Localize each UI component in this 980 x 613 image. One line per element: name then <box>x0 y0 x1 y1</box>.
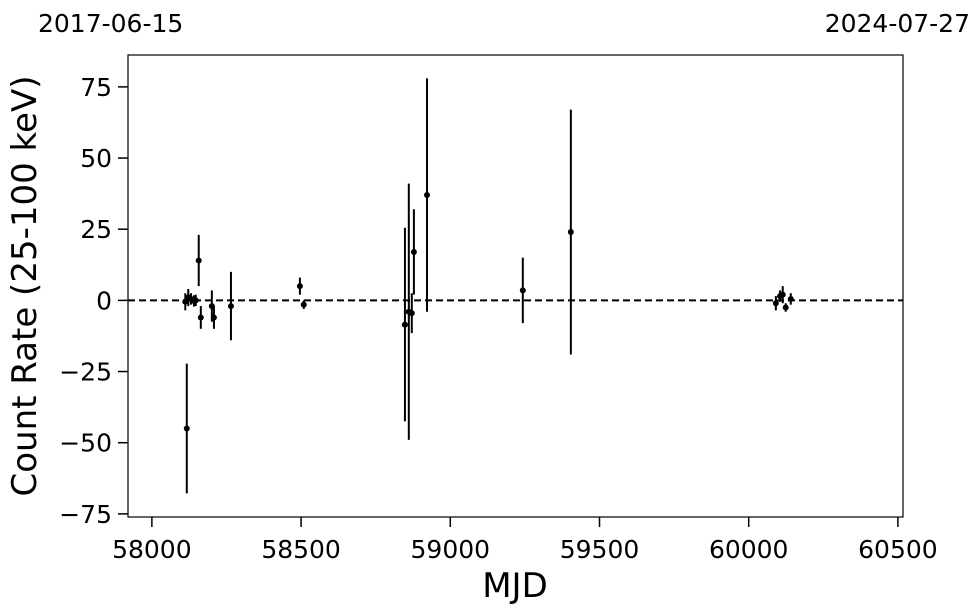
y-tick-label: 25 <box>80 215 112 244</box>
data-point <box>401 321 408 328</box>
y-tick-label: −50 <box>59 429 112 458</box>
data-point <box>300 301 307 308</box>
data-point <box>183 425 190 432</box>
data-point <box>772 300 779 307</box>
top-right-label: 2024-07-27 <box>825 9 970 38</box>
y-tick-label: −25 <box>59 358 112 387</box>
data-point <box>779 291 786 298</box>
data-point <box>519 287 526 294</box>
x-tick-label: 59000 <box>411 535 491 564</box>
data-point <box>567 229 574 236</box>
y-axis-label: Count Rate (25-100 keV) <box>5 76 45 497</box>
data-point <box>296 283 303 290</box>
data-point <box>408 310 415 317</box>
data-point <box>410 248 417 255</box>
y-tick-label: 0 <box>96 286 112 315</box>
y-tick-label: −75 <box>59 500 112 529</box>
y-tick-label: 75 <box>80 73 112 102</box>
plot-frame <box>127 54 904 518</box>
x-tick-label: 58500 <box>261 535 341 564</box>
y-tick-label: 50 <box>80 144 112 173</box>
top-left-label: 2017-06-15 <box>38 9 183 38</box>
data-point <box>424 192 431 199</box>
data-point <box>192 297 199 304</box>
data-point <box>227 303 234 310</box>
x-tick-label: 60000 <box>709 535 789 564</box>
x-tick-label: 58000 <box>112 535 192 564</box>
data-point <box>182 298 189 305</box>
data-point <box>787 295 794 302</box>
x-tick-label: 59500 <box>560 535 640 564</box>
data-point <box>195 257 202 264</box>
x-axis-label: MJD <box>482 566 548 606</box>
data-point <box>210 314 217 321</box>
data-point <box>782 304 789 311</box>
data-point <box>197 314 204 321</box>
x-tick-label: 60500 <box>858 535 938 564</box>
